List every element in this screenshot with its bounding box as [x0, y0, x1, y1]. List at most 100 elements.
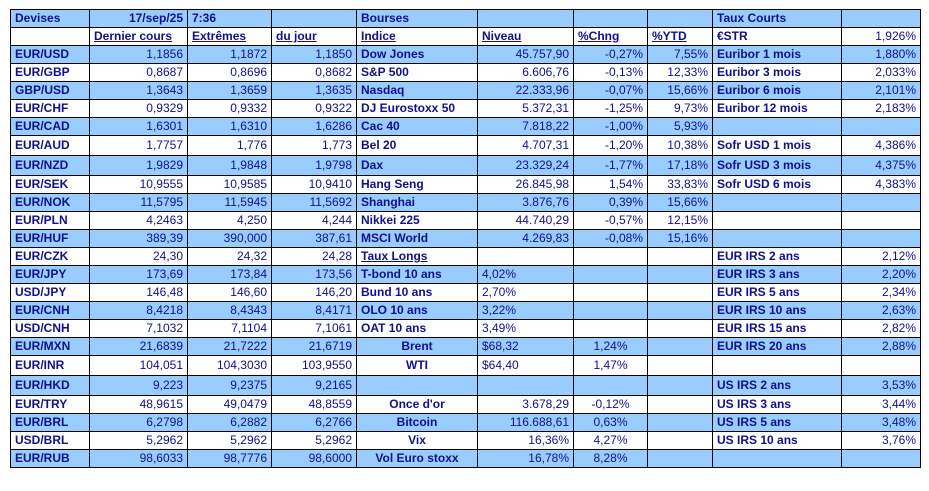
day-high: 9,2375: [187, 375, 272, 396]
index-name: WTI: [356, 355, 478, 376]
rate-value: 2,82%: [841, 319, 921, 338]
last-price: 21,6839: [89, 337, 188, 356]
index-name: Dax: [356, 155, 478, 176]
rate-name: US IRS 10 ans: [712, 431, 842, 450]
index-ytd: 7,55%: [647, 45, 713, 64]
day-low: 6,2766: [271, 413, 357, 432]
index-change: [573, 265, 648, 284]
index-name: OAT 10 ans: [356, 319, 478, 338]
day-high: 1,6310: [187, 117, 272, 136]
time-label: 7:36: [187, 9, 272, 28]
index-level: $64,40: [477, 355, 574, 376]
currency-pair: EUR/JPY: [10, 265, 90, 284]
last-price: 5,2962: [89, 431, 188, 450]
currency-pair: EUR/TRY: [10, 395, 90, 414]
index-change: [573, 375, 648, 396]
day-high: 4,250: [187, 211, 272, 230]
day-low: 1,1850: [271, 45, 357, 64]
rate-name: [712, 193, 842, 212]
currency-pair: GBP/USD: [10, 81, 90, 100]
rate-value: 2,12%: [841, 247, 921, 266]
index-name: Vix: [356, 431, 478, 450]
index-ytd: 15,66%: [647, 193, 713, 212]
index-change: -1,25%: [573, 99, 648, 118]
currency-pair: EUR/AUD: [10, 135, 90, 156]
index-change: 1,47%: [573, 355, 648, 376]
col-niveau: Niveau: [477, 27, 574, 46]
rate-value: 2,63%: [841, 301, 921, 320]
index-change: 0,39%: [573, 193, 648, 212]
index-name: Dow Jones: [356, 45, 478, 64]
header-empty: [10, 27, 90, 46]
rate-name: Euribor 3 mois: [712, 63, 842, 82]
rate-value: 3,44%: [841, 395, 921, 414]
rate-name: EUR IRS 15 ans: [712, 319, 842, 338]
index-name: Bitcoin: [356, 413, 478, 432]
rate-name: Sofr USD 6 mois: [712, 175, 842, 194]
estr-label: €STR: [712, 27, 842, 46]
index-level: 4.707,31: [477, 135, 574, 156]
currency-pair: EUR/HUF: [10, 229, 90, 248]
index-ytd: 9,73%: [647, 99, 713, 118]
index-name: Nasdaq: [356, 81, 478, 100]
day-high: 1,1872: [187, 45, 272, 64]
index-ytd: [647, 449, 713, 468]
last-price: 98,6033: [89, 449, 188, 468]
index-ytd: 17,18%: [647, 155, 713, 176]
index-ytd: [647, 375, 713, 396]
index-change: -0,13%: [573, 63, 648, 82]
index-level: [477, 247, 574, 266]
col-du-jour: du jour: [271, 27, 357, 46]
rate-value: 2,101%: [841, 81, 921, 100]
header-empty: [271, 9, 357, 28]
index-level: 16,36%: [477, 431, 574, 450]
rate-name: Euribor 1 mois: [712, 45, 842, 64]
day-low: 1,773: [271, 135, 357, 156]
currency-pair: EUR/CNH: [10, 301, 90, 320]
table-row: EUR/USD 1,1856 1,1872 1,1850 Dow Jones 45.757…: [10, 45, 921, 64]
last-price: 24,30: [89, 247, 188, 266]
last-price: 8,4218: [89, 301, 188, 320]
index-ytd: 33,83%: [647, 175, 713, 194]
last-price: 146,48: [89, 283, 188, 302]
rate-value: [841, 449, 921, 468]
index-ytd: 10,38%: [647, 135, 713, 156]
date-label: 17/sep/25: [89, 9, 188, 28]
day-low: 7,1061: [271, 319, 357, 338]
currency-pair: EUR/GBP: [10, 63, 90, 82]
last-price: 1,3643: [89, 81, 188, 100]
last-price: 104,051: [89, 355, 188, 376]
index-name: Hang Seng: [356, 175, 478, 194]
rate-name: EUR IRS 3 ans: [712, 265, 842, 284]
rate-value: [841, 211, 921, 230]
day-low: 173,56: [271, 265, 357, 284]
index-level: 23.329,24: [477, 155, 574, 176]
table-row: EUR/GBP 0,8687 0,8696 0,8682 S&P 500 6.606,76…: [10, 63, 921, 82]
last-price: 1,6301: [89, 117, 188, 136]
last-price: 48,9615: [89, 395, 188, 414]
rate-value: 2,033%: [841, 63, 921, 82]
day-low: 9,2165: [271, 375, 357, 396]
table-row: EUR/NZD 1,9829 1,9848 1,9798 Dax 23.329,24 -1,…: [10, 155, 921, 176]
last-price: 9,223: [89, 375, 188, 396]
header-empty: [841, 9, 921, 28]
day-low: 98,6000: [271, 449, 357, 468]
rate-name: US IRS 3 ans: [712, 395, 842, 414]
day-high: 6,2882: [187, 413, 272, 432]
taux-courts-heading: Taux Courts: [712, 9, 842, 28]
index-change: [573, 301, 648, 320]
index-change: [573, 247, 648, 266]
table-row: EUR/INR 104,051 104,3030 103,9550 WTI $64,40 1…: [10, 355, 921, 376]
day-low: 48,8559: [271, 395, 357, 414]
rate-name: Sofr USD 3 mois: [712, 155, 842, 176]
currency-pair: EUR/INR: [10, 355, 90, 376]
header-empty: [647, 9, 713, 28]
index-name: S&P 500: [356, 63, 478, 82]
currency-pair: USD/JPY: [10, 283, 90, 302]
index-level: 26.845,98: [477, 175, 574, 194]
index-level: 16,78%: [477, 449, 574, 468]
day-low: 4,244: [271, 211, 357, 230]
col-ytd: %YTD: [647, 27, 713, 46]
table-row: EUR/SEK 10,9555 10,9585 10,9410 Hang Seng 26.…: [10, 175, 921, 194]
index-level: 116.688,61: [477, 413, 574, 432]
